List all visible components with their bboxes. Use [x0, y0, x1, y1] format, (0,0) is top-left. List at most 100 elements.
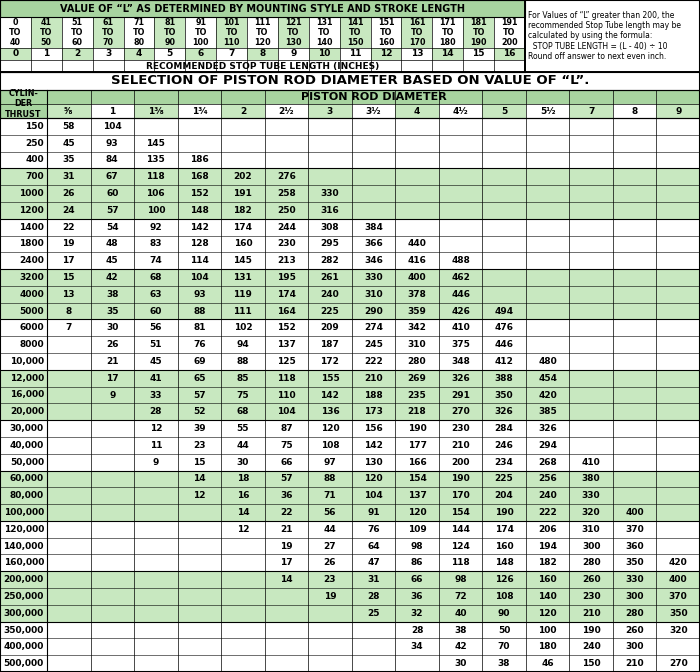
Bar: [613, 386, 657, 403]
Bar: [569, 152, 613, 169]
Bar: [0, 554, 47, 571]
Bar: [482, 218, 526, 235]
Bar: [265, 169, 308, 185]
Text: 160: 160: [495, 542, 513, 550]
Bar: [482, 202, 526, 218]
Bar: [265, 454, 308, 470]
Bar: [134, 538, 178, 554]
Bar: [221, 403, 265, 420]
Bar: [482, 152, 526, 169]
Text: 60,000: 60,000: [10, 474, 44, 483]
Text: 26: 26: [62, 189, 75, 198]
Text: 166: 166: [407, 458, 426, 466]
Bar: [0, 72, 700, 672]
Bar: [178, 420, 221, 437]
Text: 72: 72: [454, 592, 467, 601]
Text: PISTON ROD DIAMETER: PISTON ROD DIAMETER: [300, 92, 447, 102]
Text: 120: 120: [321, 424, 340, 433]
Bar: [308, 252, 351, 269]
Bar: [526, 152, 569, 169]
Text: 7: 7: [228, 50, 235, 58]
Text: 151
TO
160: 151 TO 160: [378, 17, 394, 48]
Text: 60: 60: [150, 306, 162, 316]
Bar: [308, 420, 351, 437]
Bar: [395, 235, 439, 252]
Text: 2¹⁄₂: 2¹⁄₂: [279, 106, 294, 116]
Bar: [395, 336, 439, 353]
Bar: [569, 538, 613, 554]
Bar: [569, 470, 613, 487]
Bar: [463, 48, 494, 60]
Bar: [221, 235, 265, 252]
Bar: [613, 538, 657, 554]
Text: 2400: 2400: [19, 256, 44, 265]
Bar: [221, 538, 265, 554]
Bar: [134, 218, 178, 235]
Text: ⁵⁄₈: ⁵⁄₈: [64, 106, 74, 116]
Bar: [569, 454, 613, 470]
Bar: [351, 218, 395, 235]
Text: 5: 5: [501, 106, 508, 116]
Bar: [613, 185, 657, 202]
Text: 24: 24: [62, 206, 75, 215]
Bar: [439, 386, 482, 403]
Bar: [265, 504, 308, 521]
Bar: [569, 252, 613, 269]
Bar: [439, 235, 482, 252]
Bar: [569, 420, 613, 437]
Text: 75: 75: [237, 390, 249, 399]
Bar: [221, 104, 265, 118]
Text: 446: 446: [451, 290, 470, 299]
Bar: [613, 403, 657, 420]
Bar: [482, 169, 526, 185]
Bar: [613, 605, 657, 622]
Bar: [395, 487, 439, 504]
Text: 160,000: 160,000: [4, 558, 44, 567]
Bar: [395, 638, 439, 655]
Bar: [308, 202, 351, 218]
Text: 370: 370: [669, 592, 687, 601]
Text: 190: 190: [407, 424, 426, 433]
Text: 118: 118: [146, 172, 165, 181]
Bar: [657, 622, 700, 638]
Bar: [526, 403, 569, 420]
Text: 245: 245: [364, 340, 383, 349]
Bar: [395, 605, 439, 622]
Bar: [0, 370, 47, 386]
Bar: [613, 638, 657, 655]
Bar: [395, 386, 439, 403]
Bar: [395, 370, 439, 386]
Bar: [569, 638, 613, 655]
Bar: [0, 218, 47, 235]
Text: 81: 81: [193, 323, 206, 333]
Text: 137: 137: [407, 491, 426, 500]
Bar: [613, 302, 657, 319]
Text: 44: 44: [237, 441, 249, 450]
Text: 10,000: 10,000: [10, 357, 44, 366]
Text: 1: 1: [43, 50, 50, 58]
Bar: [90, 353, 134, 370]
Bar: [47, 185, 90, 202]
Text: 350: 350: [495, 390, 513, 399]
Bar: [657, 202, 700, 218]
Bar: [134, 386, 178, 403]
Bar: [308, 353, 351, 370]
Text: 388: 388: [495, 374, 514, 383]
Bar: [47, 370, 90, 386]
Bar: [134, 588, 178, 605]
Text: 57: 57: [280, 474, 293, 483]
Text: 131
TO
140: 131 TO 140: [316, 17, 332, 48]
Text: 150: 150: [582, 659, 601, 668]
Bar: [0, 152, 47, 169]
Bar: [265, 622, 308, 638]
Text: 41: 41: [150, 374, 162, 383]
Bar: [186, 17, 216, 48]
Text: 172: 172: [321, 357, 340, 366]
Bar: [155, 48, 186, 60]
Bar: [569, 588, 613, 605]
Text: 80,000: 80,000: [10, 491, 44, 500]
Text: 204: 204: [495, 491, 514, 500]
Bar: [221, 286, 265, 302]
Bar: [134, 437, 178, 454]
Text: 120: 120: [538, 609, 557, 618]
